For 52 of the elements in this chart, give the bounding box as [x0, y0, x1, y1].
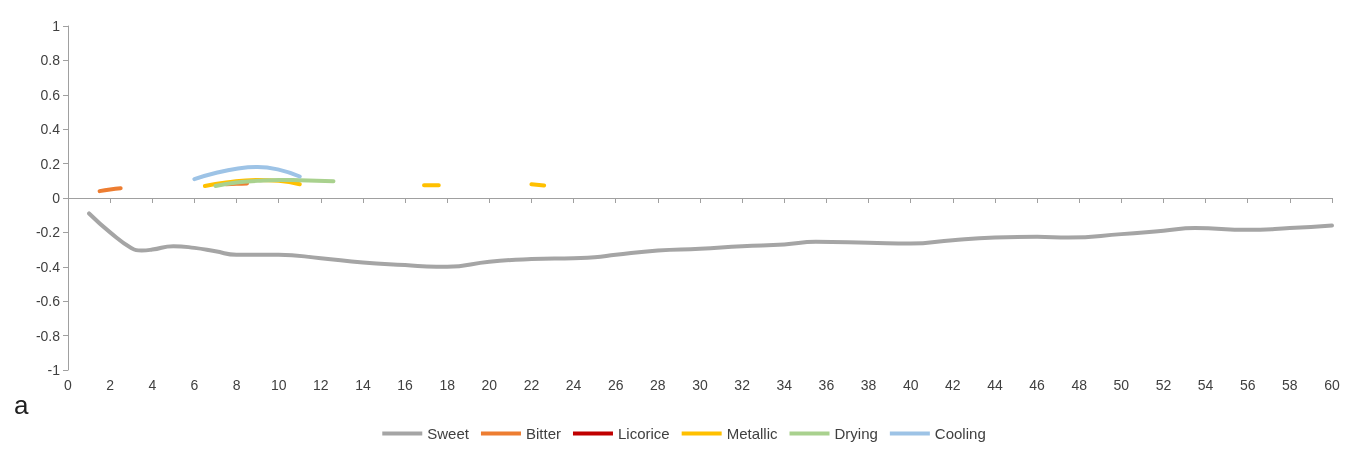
x-tick-label: 26 [607, 377, 624, 393]
line-series [213, 177, 336, 188]
x-tick-label: 48 [1071, 377, 1088, 393]
legend-label: Drying [834, 425, 878, 442]
x-tick-label: 30 [692, 377, 708, 393]
x-tick-label: 50 [1113, 377, 1130, 393]
x-tick-label: 34 [776, 377, 793, 393]
x-tick-label: 40 [902, 377, 919, 393]
y-tick-label: -0.4 [35, 258, 61, 275]
x-tick-label: 6 [190, 377, 199, 393]
line-series [192, 165, 302, 182]
legend-label: Cooling [934, 425, 986, 442]
y-tick-label: 0.2 [40, 155, 61, 172]
text: a [14, 390, 29, 420]
x-tick-label: 24 [565, 377, 582, 393]
x-tick-label: 8 [232, 377, 241, 393]
x-tick-label: 0 [64, 377, 73, 393]
x-tick-label: 20 [481, 377, 498, 393]
y-tick-label: 0.8 [40, 52, 61, 69]
x-tick-label: 4 [148, 377, 157, 393]
x-tick-label: 44 [987, 377, 1003, 393]
y-tick-label: 0.4 [40, 121, 61, 138]
x-tick-label: 54 [1197, 377, 1214, 393]
legend-label: Sweet [427, 425, 470, 442]
x-tick-label: 56 [1239, 377, 1256, 393]
y-tick-label: 1 [52, 18, 61, 34]
x-tick-label: 16 [397, 377, 414, 393]
x-tick-label: 18 [439, 377, 456, 393]
y-tick-label: -0.6 [35, 293, 61, 310]
x-tick-label: 46 [1029, 377, 1046, 393]
x-tick-label: 52 [1155, 377, 1172, 393]
x-tick-label: 2 [106, 377, 115, 393]
x-tick-label: 60 [1324, 377, 1340, 393]
x-tick-label: 28 [650, 377, 666, 393]
y-tick-label: 0 [52, 190, 61, 206]
x-tick-label: 10 [270, 377, 287, 393]
x-tick-label: 22 [523, 377, 540, 393]
x-tick-label: 32 [734, 377, 751, 393]
legend-label: Metallic [726, 425, 779, 442]
x-tick-label: 58 [1282, 377, 1298, 393]
x-tick-label: 36 [818, 377, 835, 393]
y-tick-label: -1 [47, 362, 61, 378]
x-tick-label: 38 [860, 377, 877, 393]
legend-label: Licorice [617, 425, 670, 442]
y-tick-label: -0.2 [35, 224, 61, 241]
legend-label: Bitter [525, 425, 561, 442]
x-tick-label: 14 [355, 377, 371, 393]
y-tick-label: -0.8 [35, 327, 61, 344]
y-tick-label: 0.6 [40, 86, 61, 103]
x-tick-label: 42 [945, 377, 961, 393]
line-series [87, 211, 1334, 269]
x-tick-label: 12 [313, 377, 329, 393]
